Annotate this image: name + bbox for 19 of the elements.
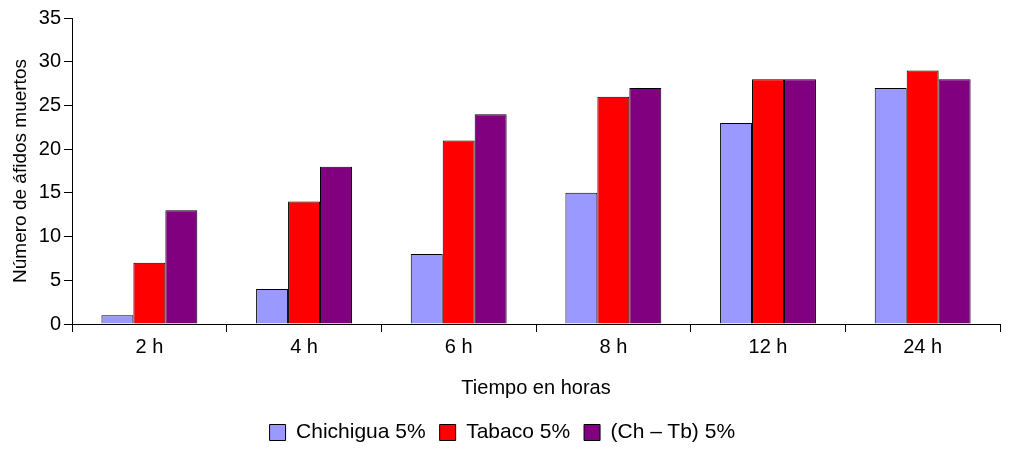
x-tick-label: 8 h (599, 334, 628, 357)
y-tick-label: 10 (38, 224, 62, 247)
y-tick-label: 0 (49, 311, 62, 334)
y-tick-label: 35 (38, 5, 62, 28)
x-tick-label: 2 h (135, 334, 164, 357)
x-tick-label: 24 h (903, 334, 943, 357)
y-tick-label: 20 (38, 136, 62, 159)
y-tick-label: 5 (49, 267, 62, 290)
y-tick-label: 25 (38, 92, 62, 115)
x-tick-label: 6 h (444, 334, 473, 357)
legend-label: (Ch – Tb) 5% (610, 419, 736, 443)
x-axis-title: Tiempo en horas (461, 375, 611, 398)
legend-label: Chichigua 5% (296, 419, 426, 443)
legend-label: Tabaco 5% (466, 419, 571, 443)
x-tick-label: 4 h (290, 334, 318, 357)
x-tick-label: 12 h (748, 334, 788, 357)
y-axis-title: Número de áfidos muertos (8, 59, 30, 283)
y-tick-label: 30 (38, 49, 62, 72)
y-tick-label: 15 (38, 180, 62, 203)
